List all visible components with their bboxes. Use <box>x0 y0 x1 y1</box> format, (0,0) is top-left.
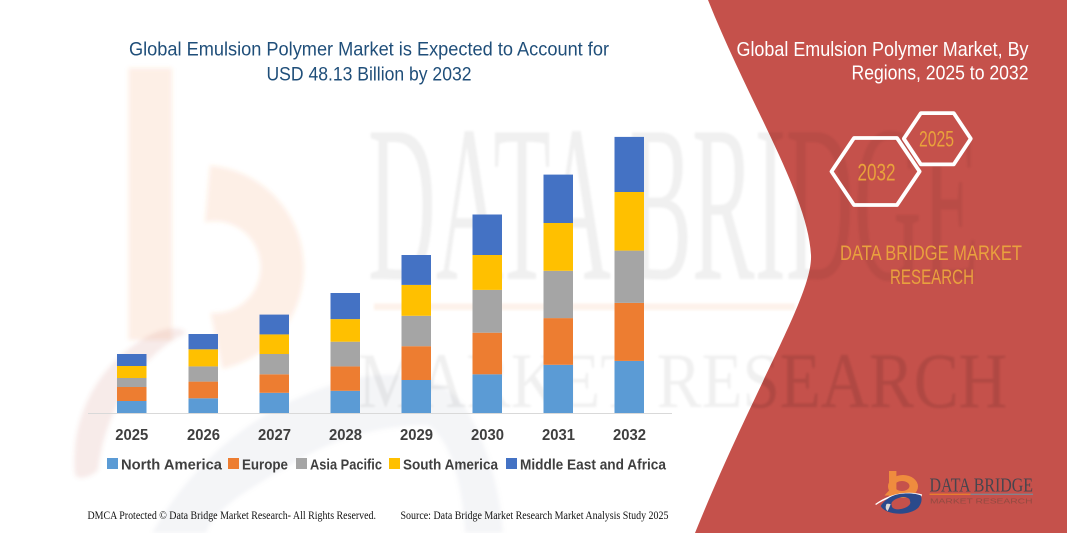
svg-text:Asia Pacific: Asia Pacific <box>310 457 382 474</box>
svg-text:DMCA Protected © Data Bridge M: DMCA Protected © Data Bridge Market Rese… <box>88 508 377 522</box>
svg-text:RESEARCH: RESEARCH <box>890 266 974 289</box>
svg-text:2025: 2025 <box>115 427 148 444</box>
svg-text:MARKET RESEARCH: MARKET RESEARCH <box>930 499 1033 506</box>
svg-text:Middle East and Africa: Middle East and Africa <box>520 457 667 474</box>
svg-text:2027: 2027 <box>258 427 291 444</box>
svg-text:2031: 2031 <box>542 427 575 444</box>
svg-text:2025: 2025 <box>919 127 954 152</box>
svg-text:2028: 2028 <box>329 427 362 444</box>
svg-text:USD 48.13 Billion by 2032: USD 48.13 Billion by 2032 <box>267 65 472 86</box>
svg-text:DATA BRIDGE MARKET: DATA BRIDGE MARKET <box>840 242 1022 265</box>
svg-text:Global Emulsion Polymer Market: Global Emulsion Polymer Market is Expect… <box>129 40 610 61</box>
svg-text:2032: 2032 <box>613 427 646 444</box>
svg-text:2032: 2032 <box>858 160 896 187</box>
svg-text:South America: South America <box>403 457 499 474</box>
svg-text:2029: 2029 <box>400 427 433 444</box>
svg-text:Source: Data Bridge Market Res: Source: Data Bridge Market Research Mark… <box>401 508 669 522</box>
svg-text:Europe: Europe <box>242 457 288 474</box>
svg-text:2030: 2030 <box>471 427 504 444</box>
svg-text:North America: North America <box>121 457 223 474</box>
svg-text:2026: 2026 <box>187 427 220 444</box>
svg-text:DATA BRIDGE: DATA BRIDGE <box>930 475 1034 497</box>
svg-text:MARKET RESEARCH: MARKET RESEARCH <box>358 338 1007 425</box>
svg-text:Global Emulsion Polymer Market: Global Emulsion Polymer Market, By <box>737 39 1029 61</box>
svg-text:Regions, 2025 to 2032: Regions, 2025 to 2032 <box>852 63 1029 85</box>
